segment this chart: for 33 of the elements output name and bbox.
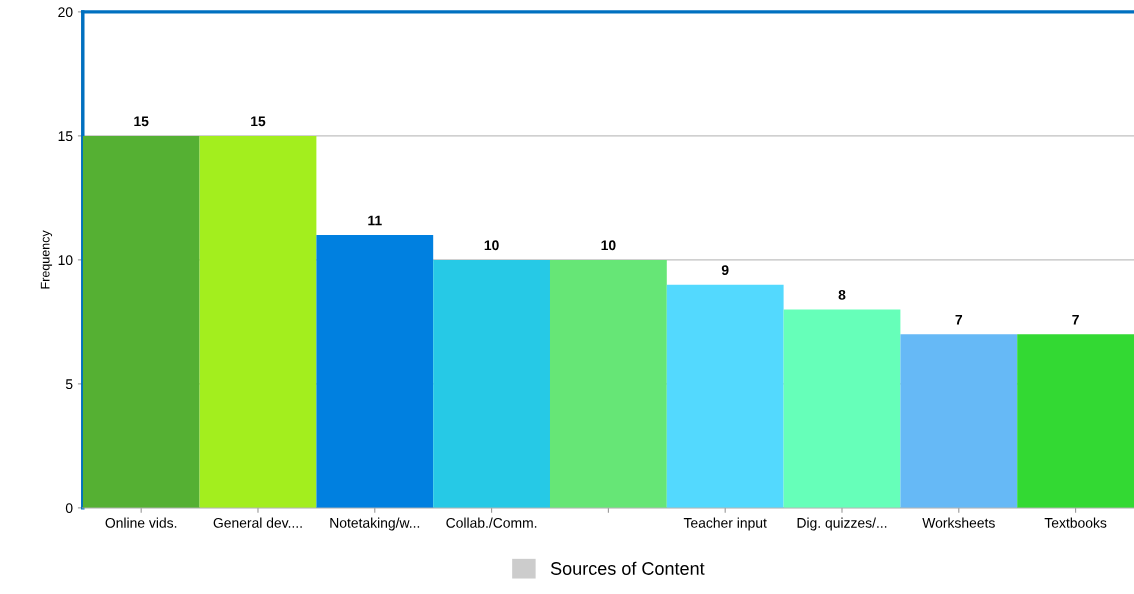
- y-tick-label: 5: [65, 379, 73, 390]
- bar: [900, 334, 1018, 508]
- bar: [82, 135, 200, 508]
- x-tick-label: Dig. quizzes/...: [797, 517, 887, 531]
- x-tick-label: Collab./Comm.: [446, 517, 537, 528]
- x-tick-label: Textbooks: [1044, 517, 1107, 528]
- x-tick-label: Teacher input: [683, 517, 767, 531]
- bar: [1017, 334, 1134, 508]
- bar: [199, 135, 317, 508]
- bar: [433, 259, 550, 508]
- data-label: 7: [955, 314, 963, 325]
- y-tick-label: 0: [65, 503, 73, 514]
- bar: [549, 259, 667, 508]
- x-tick-label: Online vids.: [105, 517, 177, 528]
- data-label: 7: [1072, 314, 1079, 325]
- x-tick-label: Worksheets: [922, 517, 995, 528]
- bar: [783, 309, 901, 508]
- data-label: 8: [838, 289, 846, 300]
- y-axis-title: Frequency: [40, 230, 53, 289]
- data-label: 10: [484, 240, 499, 251]
- bar: [316, 235, 434, 508]
- y-tick-label: 20: [58, 7, 73, 18]
- y-tick-label: 10: [58, 255, 73, 266]
- data-label: 9: [721, 265, 729, 275]
- x-tick-label: General dev....: [213, 517, 302, 528]
- x-tick-label: Notetaking/w...: [330, 517, 420, 531]
- y-tick-label: 15: [58, 131, 73, 142]
- data-label: 10: [601, 240, 616, 251]
- data-label: 11: [368, 215, 382, 226]
- bar: [666, 284, 784, 508]
- data-label: 15: [251, 116, 266, 127]
- data-label: 15: [134, 116, 149, 127]
- text: Sources of Content: [550, 561, 705, 575]
